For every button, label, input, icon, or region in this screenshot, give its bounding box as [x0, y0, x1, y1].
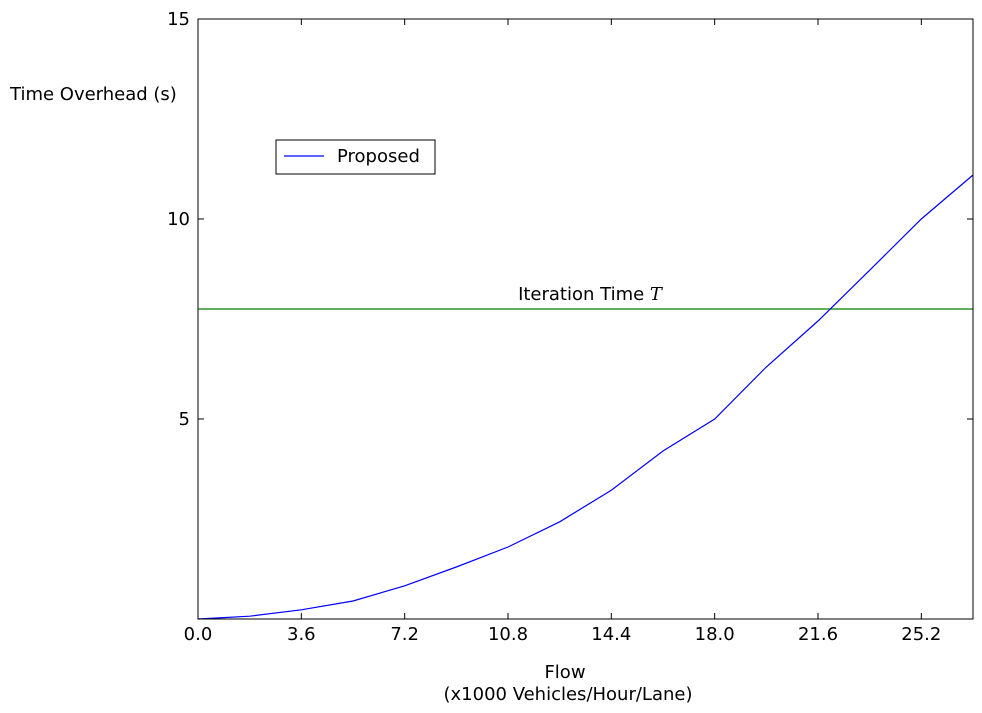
legend-label-proposed: Proposed [337, 146, 420, 167]
x-axis-label-line1: Flow [544, 662, 585, 683]
legend-box [275, 139, 436, 175]
series-line-proposed [197, 174, 974, 620]
y-tick-label: 5 [179, 409, 190, 430]
reference-line-label-text: Iteration Time [518, 284, 650, 305]
x-axis-label-line2: (x1000 Vehicles/Hour/Lane) [443, 684, 692, 705]
x-tick-label: 0.0 [184, 624, 213, 645]
reference-line-label-symbol: T [650, 284, 664, 305]
x-tick-label: 7.2 [390, 624, 419, 645]
x-tick-label: 14.4 [591, 624, 631, 645]
plot-frame [197, 18, 974, 620]
x-tick-label: 18.0 [695, 624, 735, 645]
x-tick-label: 10.8 [488, 624, 528, 645]
legend: Proposed [275, 139, 436, 175]
y-axis-label: Time Overhead (s) [9, 84, 177, 105]
y-tick-label: 10 [167, 209, 190, 230]
x-tick-label: 25.2 [901, 624, 941, 645]
y-tick-label: 15 [167, 9, 190, 30]
x-tick-label: 21.6 [798, 624, 838, 645]
reference-line-label: Iteration Time T [518, 284, 664, 305]
x-tick-label: 3.6 [287, 624, 316, 645]
